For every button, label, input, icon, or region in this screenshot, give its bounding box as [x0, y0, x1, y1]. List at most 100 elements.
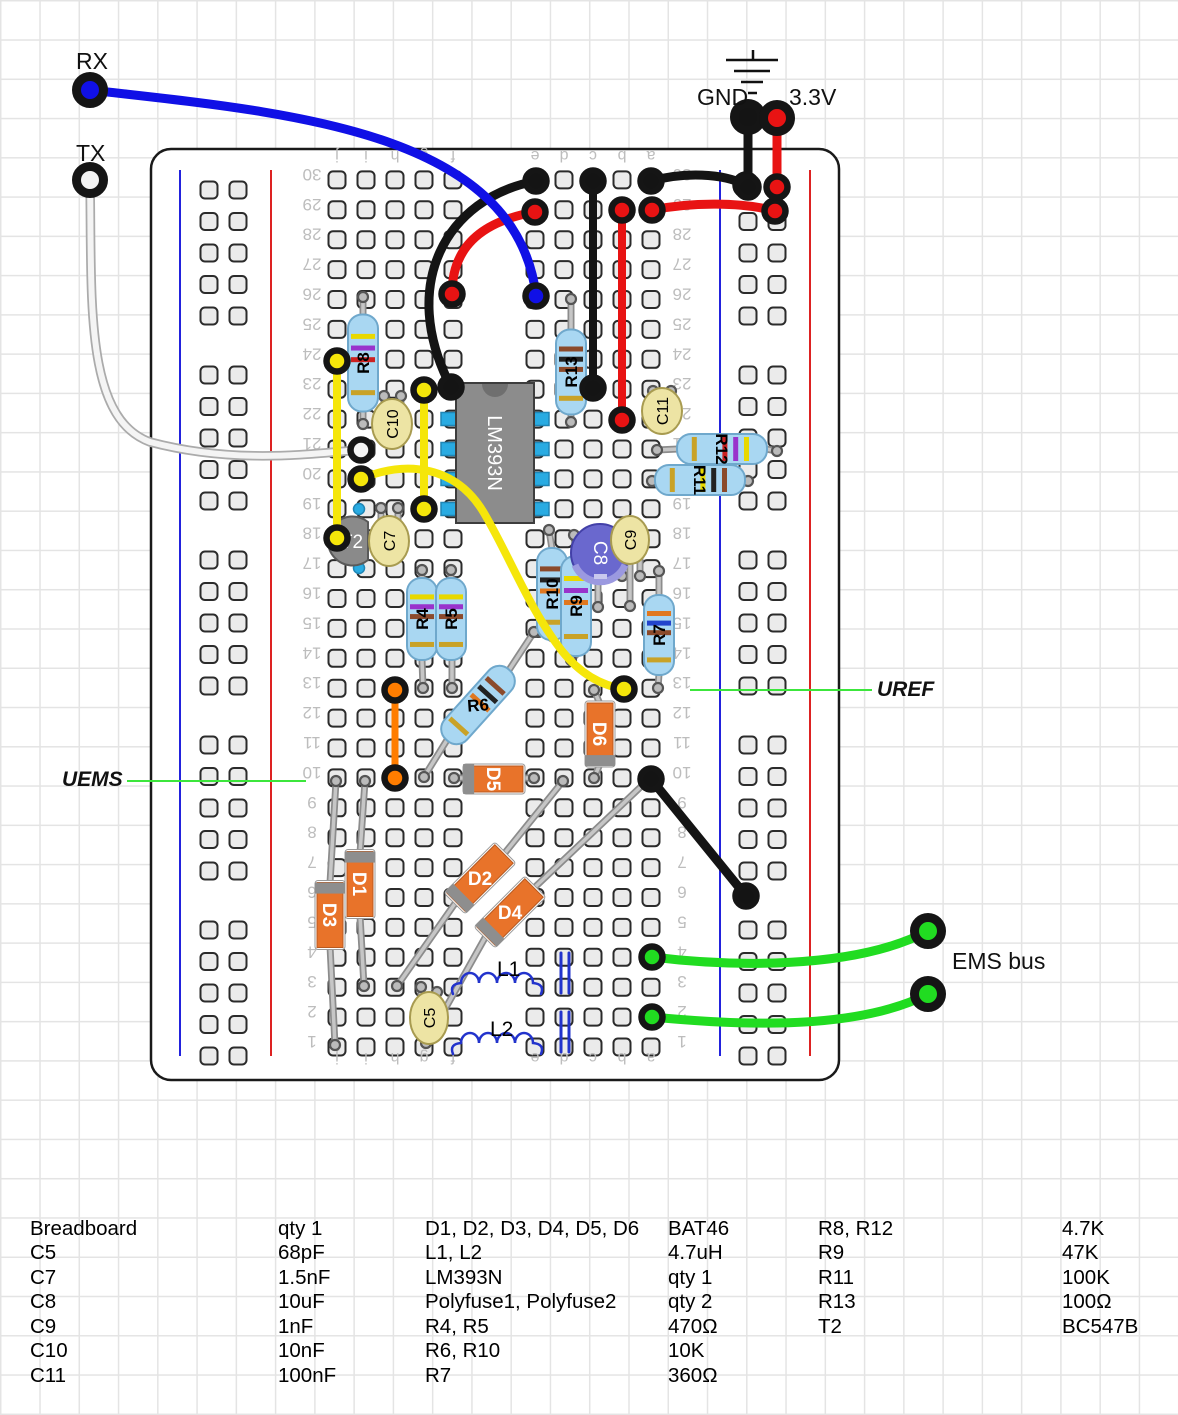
breadboard-hole[interactable] — [414, 917, 434, 937]
breadboard-hole[interactable] — [738, 365, 758, 385]
breadboard-hole[interactable] — [199, 613, 219, 633]
diode-D2[interactable] — [444, 842, 516, 914]
breadboard-hole[interactable] — [327, 260, 347, 280]
breadboard-hole[interactable] — [414, 230, 434, 250]
wire-ems-2[interactable] — [638, 976, 946, 1031]
capacitor-C7[interactable]: C7 — [368, 515, 410, 567]
breadboard-hole[interactable] — [199, 767, 219, 786]
wire-black-c-column[interactable] — [579, 167, 607, 402]
breadboard-hole[interactable] — [199, 920, 219, 940]
breadboard-hole[interactable] — [414, 708, 434, 728]
breadboard-hole[interactable] — [327, 319, 347, 339]
wire-red-b-column[interactable] — [608, 196, 636, 434]
capacitor-C11[interactable]: C11 — [641, 387, 683, 435]
breadboard-hole[interactable] — [385, 947, 405, 967]
breadboard-hole[interactable] — [228, 365, 248, 385]
polyfuse-Polyfuse2[interactable] — [559, 1010, 571, 1054]
wire-orange-jumper[interactable] — [381, 676, 409, 792]
breadboard-hole[interactable] — [583, 469, 603, 489]
wire-pin[interactable] — [910, 913, 946, 949]
resistor-R7[interactable] — [643, 594, 675, 676]
breadboard-hole[interactable] — [199, 275, 219, 294]
breadboard-hole[interactable] — [583, 977, 603, 997]
breadboard-hole[interactable] — [554, 708, 574, 728]
breadboard-hole[interactable] — [443, 200, 463, 220]
breadboard-hole[interactable] — [385, 618, 405, 638]
breadboard-hole[interactable] — [767, 1046, 787, 1066]
breadboard-hole[interactable] — [199, 798, 219, 818]
breadboard-hole[interactable] — [738, 550, 758, 570]
breadboard-hole[interactable] — [641, 888, 661, 907]
wire-gnd-stub[interactable] — [730, 99, 766, 201]
breadboard-hole[interactable] — [199, 397, 219, 416]
breadboard-hole[interactable] — [767, 460, 787, 479]
breadboard-hole[interactable] — [228, 798, 248, 818]
breadboard-hole[interactable] — [414, 200, 434, 220]
breadboard-hole[interactable] — [228, 582, 248, 601]
breadboard-hole[interactable] — [583, 917, 603, 937]
breadboard-hole[interactable] — [228, 645, 248, 664]
breadboard-hole[interactable] — [583, 439, 603, 459]
breadboard-hole[interactable] — [199, 676, 219, 696]
breadboard-hole[interactable] — [554, 828, 574, 848]
breadboard-hole[interactable] — [228, 460, 248, 479]
breadboard-hole[interactable] — [228, 861, 248, 881]
breadboard-hole[interactable] — [554, 499, 574, 519]
breadboard-hole[interactable] — [767, 645, 787, 664]
wire-rx[interactable] — [72, 72, 550, 310]
breadboard-hole[interactable] — [738, 582, 758, 601]
breadboard-hole[interactable] — [443, 828, 463, 848]
breadboard-hole[interactable] — [554, 260, 574, 280]
breadboard-hole[interactable] — [443, 319, 463, 339]
breadboard-hole[interactable] — [385, 260, 405, 280]
breadboard-hole[interactable] — [612, 858, 632, 878]
breadboard-hole[interactable] — [385, 828, 405, 848]
breadboard-hole[interactable] — [443, 798, 463, 818]
breadboard-hole[interactable] — [612, 1037, 632, 1057]
breadboard-hole[interactable] — [199, 861, 219, 881]
breadboard-hole[interactable] — [641, 260, 661, 280]
breadboard-hole[interactable] — [767, 676, 787, 696]
breadboard-hole[interactable] — [228, 613, 248, 633]
breadboard-hole[interactable] — [554, 469, 574, 489]
breadboard-hole[interactable] — [767, 767, 787, 786]
breadboard-hole[interactable] — [356, 200, 376, 220]
wire-pin[interactable] — [72, 162, 108, 198]
breadboard-hole[interactable] — [767, 397, 787, 416]
breadboard-hole[interactable] — [327, 648, 347, 668]
breadboard-hole[interactable] — [525, 947, 545, 967]
breadboard-hole[interactable] — [228, 428, 248, 448]
breadboard-hole[interactable] — [583, 947, 603, 967]
breadboard-hole[interactable] — [554, 678, 574, 698]
breadboard-hole[interactable] — [356, 1037, 376, 1057]
breadboard-hole[interactable] — [612, 170, 632, 190]
breadboard-hole[interactable] — [327, 618, 347, 638]
breadboard-hole[interactable] — [641, 349, 661, 369]
wire-black-arc[interactable] — [424, 167, 550, 401]
breadboard-hole[interactable] — [327, 230, 347, 250]
breadboard-hole[interactable] — [228, 275, 248, 294]
breadboard-hole[interactable] — [385, 349, 405, 369]
wire-yellow-long[interactable] — [347, 464, 638, 703]
breadboard-hole[interactable] — [199, 645, 219, 664]
breadboard-hole[interactable] — [228, 920, 248, 940]
breadboard-hole[interactable] — [554, 917, 574, 937]
breadboard-hole[interactable] — [443, 349, 463, 369]
breadboard-hole[interactable] — [767, 306, 787, 326]
breadboard-hole[interactable] — [199, 428, 219, 448]
breadboard-hole[interactable] — [738, 243, 758, 263]
resistor-R4[interactable] — [406, 577, 438, 661]
breadboard-hole[interactable] — [356, 170, 376, 190]
ic-LM393N[interactable]: LM393N — [440, 382, 550, 524]
breadboard-hole[interactable] — [641, 738, 661, 758]
resistor-R8[interactable] — [347, 313, 379, 413]
breadboard-hole[interactable] — [199, 243, 219, 263]
breadboard-hole[interactable] — [641, 319, 661, 339]
breadboard-hole[interactable] — [767, 861, 787, 881]
wire-pin[interactable] — [72, 72, 108, 108]
diode-D1[interactable] — [344, 849, 376, 919]
breadboard-hole[interactable] — [385, 888, 405, 907]
wire-3v3-stub[interactable] — [759, 100, 795, 201]
diode-D3[interactable] — [314, 880, 346, 950]
breadboard-hole[interactable] — [525, 349, 545, 369]
